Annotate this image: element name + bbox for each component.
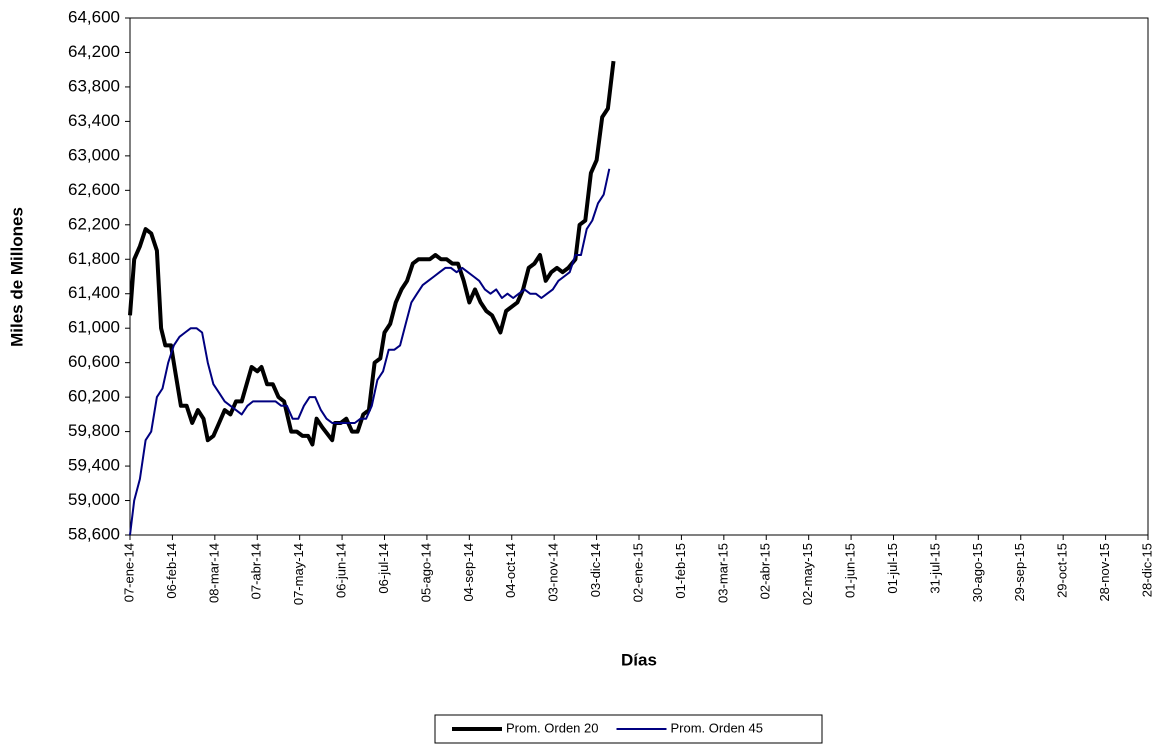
y-tick-label: 63,400 (68, 111, 120, 130)
y-tick-label: 58,600 (68, 524, 120, 543)
x-tick-label: 01-jul-15 (885, 543, 900, 594)
x-tick-label: 08-mar-14 (206, 543, 221, 603)
x-tick-label: 01-feb-15 (673, 543, 688, 599)
y-tick-label: 62,600 (68, 180, 120, 199)
y-tick-label: 61,000 (68, 318, 120, 337)
x-tick-label: 30-ago-15 (970, 543, 985, 602)
x-tick-label: 02-ene-15 (630, 543, 645, 602)
y-tick-label: 60,600 (68, 352, 120, 371)
x-tick-label: 02-abr-15 (758, 543, 773, 599)
x-tick-label: 29-oct-15 (1055, 543, 1070, 598)
y-tick-label: 63,000 (68, 145, 120, 164)
y-tick-label: 61,800 (68, 249, 120, 268)
y-tick-label: 64,600 (68, 7, 120, 26)
x-tick-label: 03-dic-14 (588, 543, 603, 597)
x-tick-label: 02-may-15 (800, 543, 815, 605)
x-tick-label: 03-mar-15 (715, 543, 730, 603)
y-tick-label: 60,200 (68, 387, 120, 406)
y-tick-label: 59,000 (68, 490, 120, 509)
x-tick-label: 07-abr-14 (249, 543, 264, 599)
y-tick-label: 59,800 (68, 421, 120, 440)
legend-label: Prom. Orden 20 (506, 720, 599, 735)
x-axis-label: Días (621, 650, 657, 669)
x-tick-label: 28-nov-15 (1097, 543, 1112, 602)
series-line (128, 60, 616, 447)
y-tick-label: 64,200 (68, 42, 120, 61)
x-tick-label: 06-feb-14 (164, 543, 179, 599)
x-tick-label: 31-jul-15 (927, 543, 942, 594)
x-tick-label: 04-sep-14 (461, 543, 476, 602)
y-tick-label: 63,800 (68, 76, 120, 95)
y-axis-label: Miles de Millones (7, 207, 26, 347)
plot-area (129, 17, 1149, 536)
legend-label: Prom. Orden 45 (671, 720, 764, 735)
x-tick-label: 07-ene-14 (121, 543, 136, 602)
x-tick-label: 01-jun-15 (843, 543, 858, 598)
x-tick-label: 05-ago-14 (418, 543, 433, 602)
series-line (129, 168, 611, 536)
x-tick-label: 06-jul-14 (376, 543, 391, 594)
x-tick-label: 29-sep-15 (1012, 543, 1027, 602)
y-tick-label: 61,400 (68, 283, 120, 302)
y-tick-label: 62,200 (68, 214, 120, 233)
x-tick-label: 07-may-14 (291, 543, 306, 605)
x-tick-label: 06-jun-14 (334, 543, 349, 598)
x-tick-label: 28-dic-15 (1139, 543, 1154, 597)
y-tick-label: 59,400 (68, 456, 120, 475)
x-tick-label: 03-nov-14 (546, 543, 561, 602)
x-tick-label: 04-oct-14 (503, 543, 518, 598)
